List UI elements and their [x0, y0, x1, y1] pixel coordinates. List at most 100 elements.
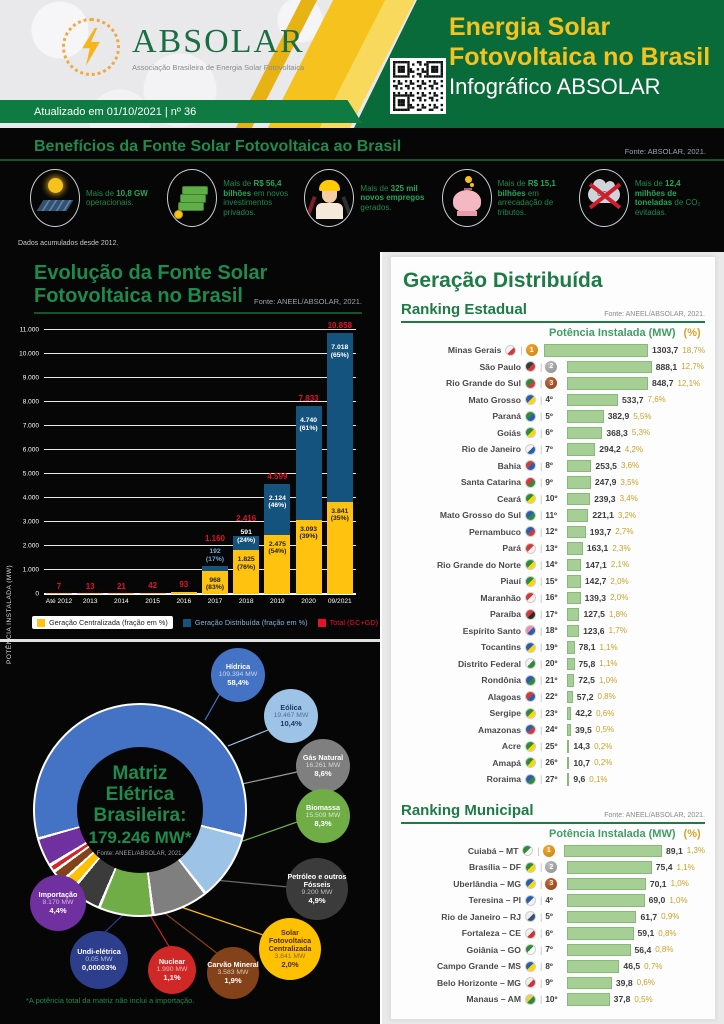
separator: |	[540, 394, 543, 405]
separator: |	[540, 493, 543, 504]
bar-total-label: 2.416	[236, 514, 257, 524]
gridline	[44, 569, 356, 570]
ranking-row-name: Sergipe	[489, 708, 521, 719]
ranking-row-name: Rondônia	[481, 675, 521, 686]
flag-icon	[525, 641, 536, 653]
ranking-bar	[567, 976, 612, 989]
bubble-mw: 16.261 MW	[305, 762, 341, 769]
ranking-row: Mato Grosso | 4º 533,7 7,6%	[401, 392, 705, 409]
ranking-bar	[567, 993, 610, 1006]
title-line-2: Fotovoltaica no Brasil	[449, 43, 711, 71]
ranking-row-name: Paraíba	[489, 609, 521, 620]
y-tick-label: 10.000	[19, 350, 39, 358]
separator: |	[540, 378, 543, 389]
separator: |	[520, 345, 523, 356]
matriz-bubble-biomassa: Biomassa 15.509 MW 8,3%	[296, 789, 350, 843]
ranking-pct: 3,5%	[620, 477, 639, 487]
bubble-mw: 9.200 MW	[301, 889, 333, 896]
ranking-row-name: Goiânia – GO	[466, 944, 521, 955]
ranking-row: Espírito Santo | 18º 123,6 1,7%	[401, 623, 705, 640]
panel-shape	[36, 200, 74, 211]
ranking-value: 42,2	[575, 708, 593, 719]
ranking-pct: 1,7%	[608, 626, 627, 636]
tool-shape	[305, 195, 318, 219]
x-tick-label: 2013	[82, 598, 98, 605]
ranking-row-name: Bahia	[497, 460, 521, 471]
ranking-value: 39,5	[575, 724, 592, 735]
ranking-row: Distrito Federal | 20º 75,8 1,1%	[401, 656, 705, 673]
ranking-value: 848,7	[651, 378, 674, 389]
bar-group: 93 2016	[169, 330, 200, 605]
flag-icon	[525, 443, 536, 455]
ranking-position: 1	[542, 844, 565, 857]
bar-total-label: 1.160	[204, 534, 226, 544]
x-tick-label: 2017	[207, 598, 223, 605]
ranking-position: 17º	[545, 609, 558, 619]
ranking-municipal-fonte: Fonte: ANEEL/ABSOLAR, 2021.	[604, 811, 705, 819]
flag-icon	[525, 927, 536, 939]
ranking-bar	[567, 894, 645, 907]
ranking-bar	[567, 960, 620, 973]
ranking-value: 239,3	[594, 493, 616, 504]
separator: |	[540, 559, 543, 570]
gridline	[44, 497, 356, 498]
benefits-footnote: Dados acumulados desde 2012.	[18, 240, 119, 247]
x-tick-label: 2016	[176, 598, 192, 605]
ranking-bar	[567, 443, 596, 456]
ranking-position: 9º	[545, 477, 553, 487]
ranking-pct: 12,1%	[677, 378, 701, 388]
piggy-bank-icon	[441, 169, 492, 227]
separator: |	[540, 977, 543, 988]
ranking-row-name: Cuiabá – MT	[467, 845, 519, 856]
ranking-pct: 0,8%	[655, 945, 674, 955]
ranking-value: 75,4	[655, 862, 673, 873]
title-line-1: Energia Solar	[449, 13, 611, 41]
ranking-bar	[567, 492, 591, 505]
x-tick-label: 2015	[145, 598, 160, 605]
evolution-title-2: Fotovoltaica no Brasil	[34, 285, 243, 307]
bar-segment-centralizada	[139, 593, 166, 594]
bill-shape	[180, 194, 207, 203]
ranking-pct: 0,7%	[644, 961, 663, 971]
gridline	[44, 425, 356, 426]
evolution-fonte: Fonte: ANEEL/ABSOLAR, 2021.	[254, 297, 362, 306]
matriz-bubble-carv-o-mineral: Carvão Mineral 3.583 MW 1,9%	[207, 947, 259, 999]
benefits-fonte: Fonte: ABSOLAR, 2021.	[624, 147, 706, 156]
separator: |	[540, 427, 543, 438]
bubble-mw: 1.990 MW	[156, 966, 188, 973]
ranking-value: 294,2	[599, 444, 621, 455]
flag-icon	[525, 575, 536, 587]
ranking-pct: 1,8%	[608, 609, 628, 619]
ranking-pct: 0,9%	[661, 912, 680, 922]
gridline	[44, 521, 356, 522]
y-tick-label: 6.000	[22, 446, 39, 454]
bar-segment-distribuida	[326, 333, 353, 502]
bar-label-centralizada: 2.475 (54%)	[268, 540, 287, 556]
ranking-pct: 0,1%	[589, 774, 608, 784]
separator: |	[537, 845, 540, 856]
ranking-position: 5º	[545, 912, 553, 922]
ranking-pct: 3,2%	[617, 510, 637, 520]
ranking-value: 163,1	[586, 543, 609, 554]
co2-icon: CO₂	[578, 169, 629, 227]
ranking-position: 19º	[545, 642, 558, 652]
bubble-label: Carvão Mineral	[207, 960, 259, 969]
matriz-bubble-nuclear: Nuclear 1.990 MW 1,1%	[148, 946, 196, 994]
helmet-shape	[319, 180, 341, 191]
flag-icon	[525, 427, 536, 439]
ranking-position: 4º	[545, 395, 553, 405]
ranking-position: 6º	[545, 428, 553, 438]
ranking-position: 13º	[545, 543, 558, 553]
separator: |	[540, 609, 543, 620]
ranking-row-name: Manaus – AM	[466, 994, 521, 1005]
separator: |	[540, 928, 543, 939]
ranking-pct: 0,2%	[594, 758, 613, 768]
flag-icon	[505, 344, 517, 356]
y-tick-label: 1.000	[22, 566, 39, 574]
ranking-row-name: Fortaleza – CE	[461, 928, 521, 939]
ranking-row: Pernambuco | 12º 193,7 2,7%	[401, 524, 705, 541]
pig-leg-shape	[456, 211, 477, 216]
ranking-value: 46,5	[623, 961, 641, 972]
ranking-pct: 2,0%	[610, 593, 629, 603]
ranking-row-name: Pernambuco	[468, 526, 521, 537]
